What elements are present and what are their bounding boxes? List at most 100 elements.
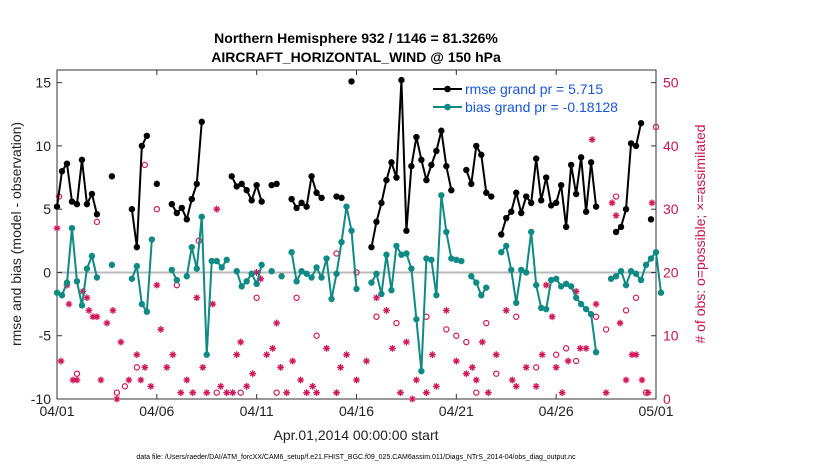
rmse-point: [403, 227, 410, 234]
obs-assimilated-marker: [263, 351, 271, 359]
bias-point: [138, 300, 146, 308]
bias-point: [388, 286, 395, 294]
obs-assimilated-marker: [65, 300, 73, 308]
bias-point: [288, 249, 295, 256]
rmse-point: [108, 173, 116, 180]
rmse-line-segment: [65, 163, 73, 202]
rmse-point: [83, 200, 91, 208]
obs-assimilated-marker: [538, 351, 546, 359]
obs-assimilated-marker: [558, 389, 566, 397]
obs-assimilated-marker: [333, 389, 340, 397]
rmse-line-segment: [56, 171, 63, 207]
bias-point: [577, 300, 585, 308]
obs-assimilated-marker: [237, 338, 245, 346]
obs-assimilated-marker: [343, 351, 350, 359]
rmse-point: [173, 209, 180, 217]
bias-line-segment: [345, 206, 353, 231]
bias-line-segment: [375, 273, 383, 295]
x-tick-label: 05/01: [638, 403, 673, 419]
bias-point: [68, 224, 76, 232]
obs-assimilated-marker: [323, 344, 330, 352]
x-tick-label: 04/11: [240, 403, 274, 419]
bias-point: [403, 250, 410, 257]
obs-assimilated-marker: [648, 199, 656, 207]
bias-point: [308, 274, 315, 281]
obs-possible-marker: [213, 389, 220, 396]
rmse-point: [193, 180, 200, 188]
rmse-line-segment: [545, 177, 553, 206]
bias-line-segment: [435, 195, 443, 296]
y2-axis-label: # of obs: o=possible; ×=assimilated: [692, 124, 708, 343]
obs-possible-marker: [73, 370, 81, 377]
bias-point: [518, 266, 525, 274]
rmse-point: [433, 147, 440, 155]
bias-point: [93, 274, 101, 281]
obs-assimilated-marker: [177, 389, 185, 397]
bias-point: [73, 278, 81, 285]
obs-assimilated-marker: [337, 363, 344, 371]
rmse-point: [513, 189, 520, 196]
bias-point: [587, 311, 595, 318]
obs-assimilated-marker: [373, 294, 380, 302]
bias-point: [383, 251, 390, 258]
obs-assimilated-marker: [97, 376, 105, 384]
obs-assimilated-marker: [229, 389, 237, 397]
obs-assimilated-marker: [137, 376, 145, 384]
bias-point: [53, 289, 61, 296]
obs-assimilated-marker: [442, 307, 450, 314]
bias-point: [503, 242, 510, 250]
rmse-point: [268, 181, 275, 189]
bias-point: [223, 256, 230, 264]
bias-line-segment: [410, 268, 418, 320]
obs-assimilated-marker: [147, 382, 155, 390]
rmse-point: [93, 211, 101, 218]
bias-point: [208, 257, 215, 265]
bias-line-segment: [290, 252, 298, 282]
obs-assimilated-marker: [592, 300, 600, 308]
rmse-point: [408, 162, 415, 170]
legend-bias-marker: [444, 103, 451, 111]
bias-line-segment: [385, 254, 393, 291]
rmse-line-segment: [380, 179, 388, 204]
rmse-point: [423, 176, 430, 184]
rmse-point: [228, 173, 235, 180]
rmse-point: [612, 228, 620, 236]
rmse-point: [483, 189, 490, 196]
rmse-point: [617, 223, 625, 231]
rmse-point: [348, 78, 355, 85]
bias-point: [552, 275, 560, 282]
bias-point: [213, 257, 220, 265]
obs-assimilated-marker: [203, 389, 211, 397]
obs-possible-marker: [592, 313, 600, 320]
bias-point: [193, 265, 200, 272]
x-axis-label: Apr.01,2014 00:00:00 start: [273, 427, 438, 443]
obs-assimilated-marker: [309, 382, 316, 390]
obs-assimilated-marker: [257, 275, 265, 283]
bias-point: [63, 279, 71, 286]
obs-assimilated-marker: [542, 281, 550, 289]
bias-point: [582, 305, 590, 313]
obs-assimilated-marker: [223, 389, 231, 397]
obs-possible-marker: [453, 332, 460, 339]
rmse-line-segment: [130, 209, 138, 248]
bias-point: [183, 273, 190, 280]
bias-point: [443, 228, 450, 236]
bias-point: [453, 256, 460, 264]
obs-assimilated-marker: [313, 389, 320, 397]
obs-possible-marker: [652, 123, 660, 131]
bias-point: [408, 265, 415, 272]
obs-possible-marker: [273, 389, 280, 396]
bias-point: [78, 302, 86, 309]
rmse-point: [438, 127, 445, 134]
obs-assimilated-marker: [508, 376, 516, 384]
obs-assimilated-marker: [141, 363, 149, 371]
chart-title-line1: Northern Hemisphere 932 / 1146 = 81.326%: [214, 30, 498, 46]
obs-assimilated-marker: [512, 382, 520, 390]
obs-possible-marker: [373, 313, 380, 320]
rmse-line-segment: [535, 158, 543, 201]
obs-possible-marker: [552, 351, 560, 358]
bias-line-segment: [325, 258, 333, 300]
rmse-point: [293, 204, 300, 212]
rmse-point: [303, 203, 310, 210]
rmse-point: [587, 159, 595, 166]
